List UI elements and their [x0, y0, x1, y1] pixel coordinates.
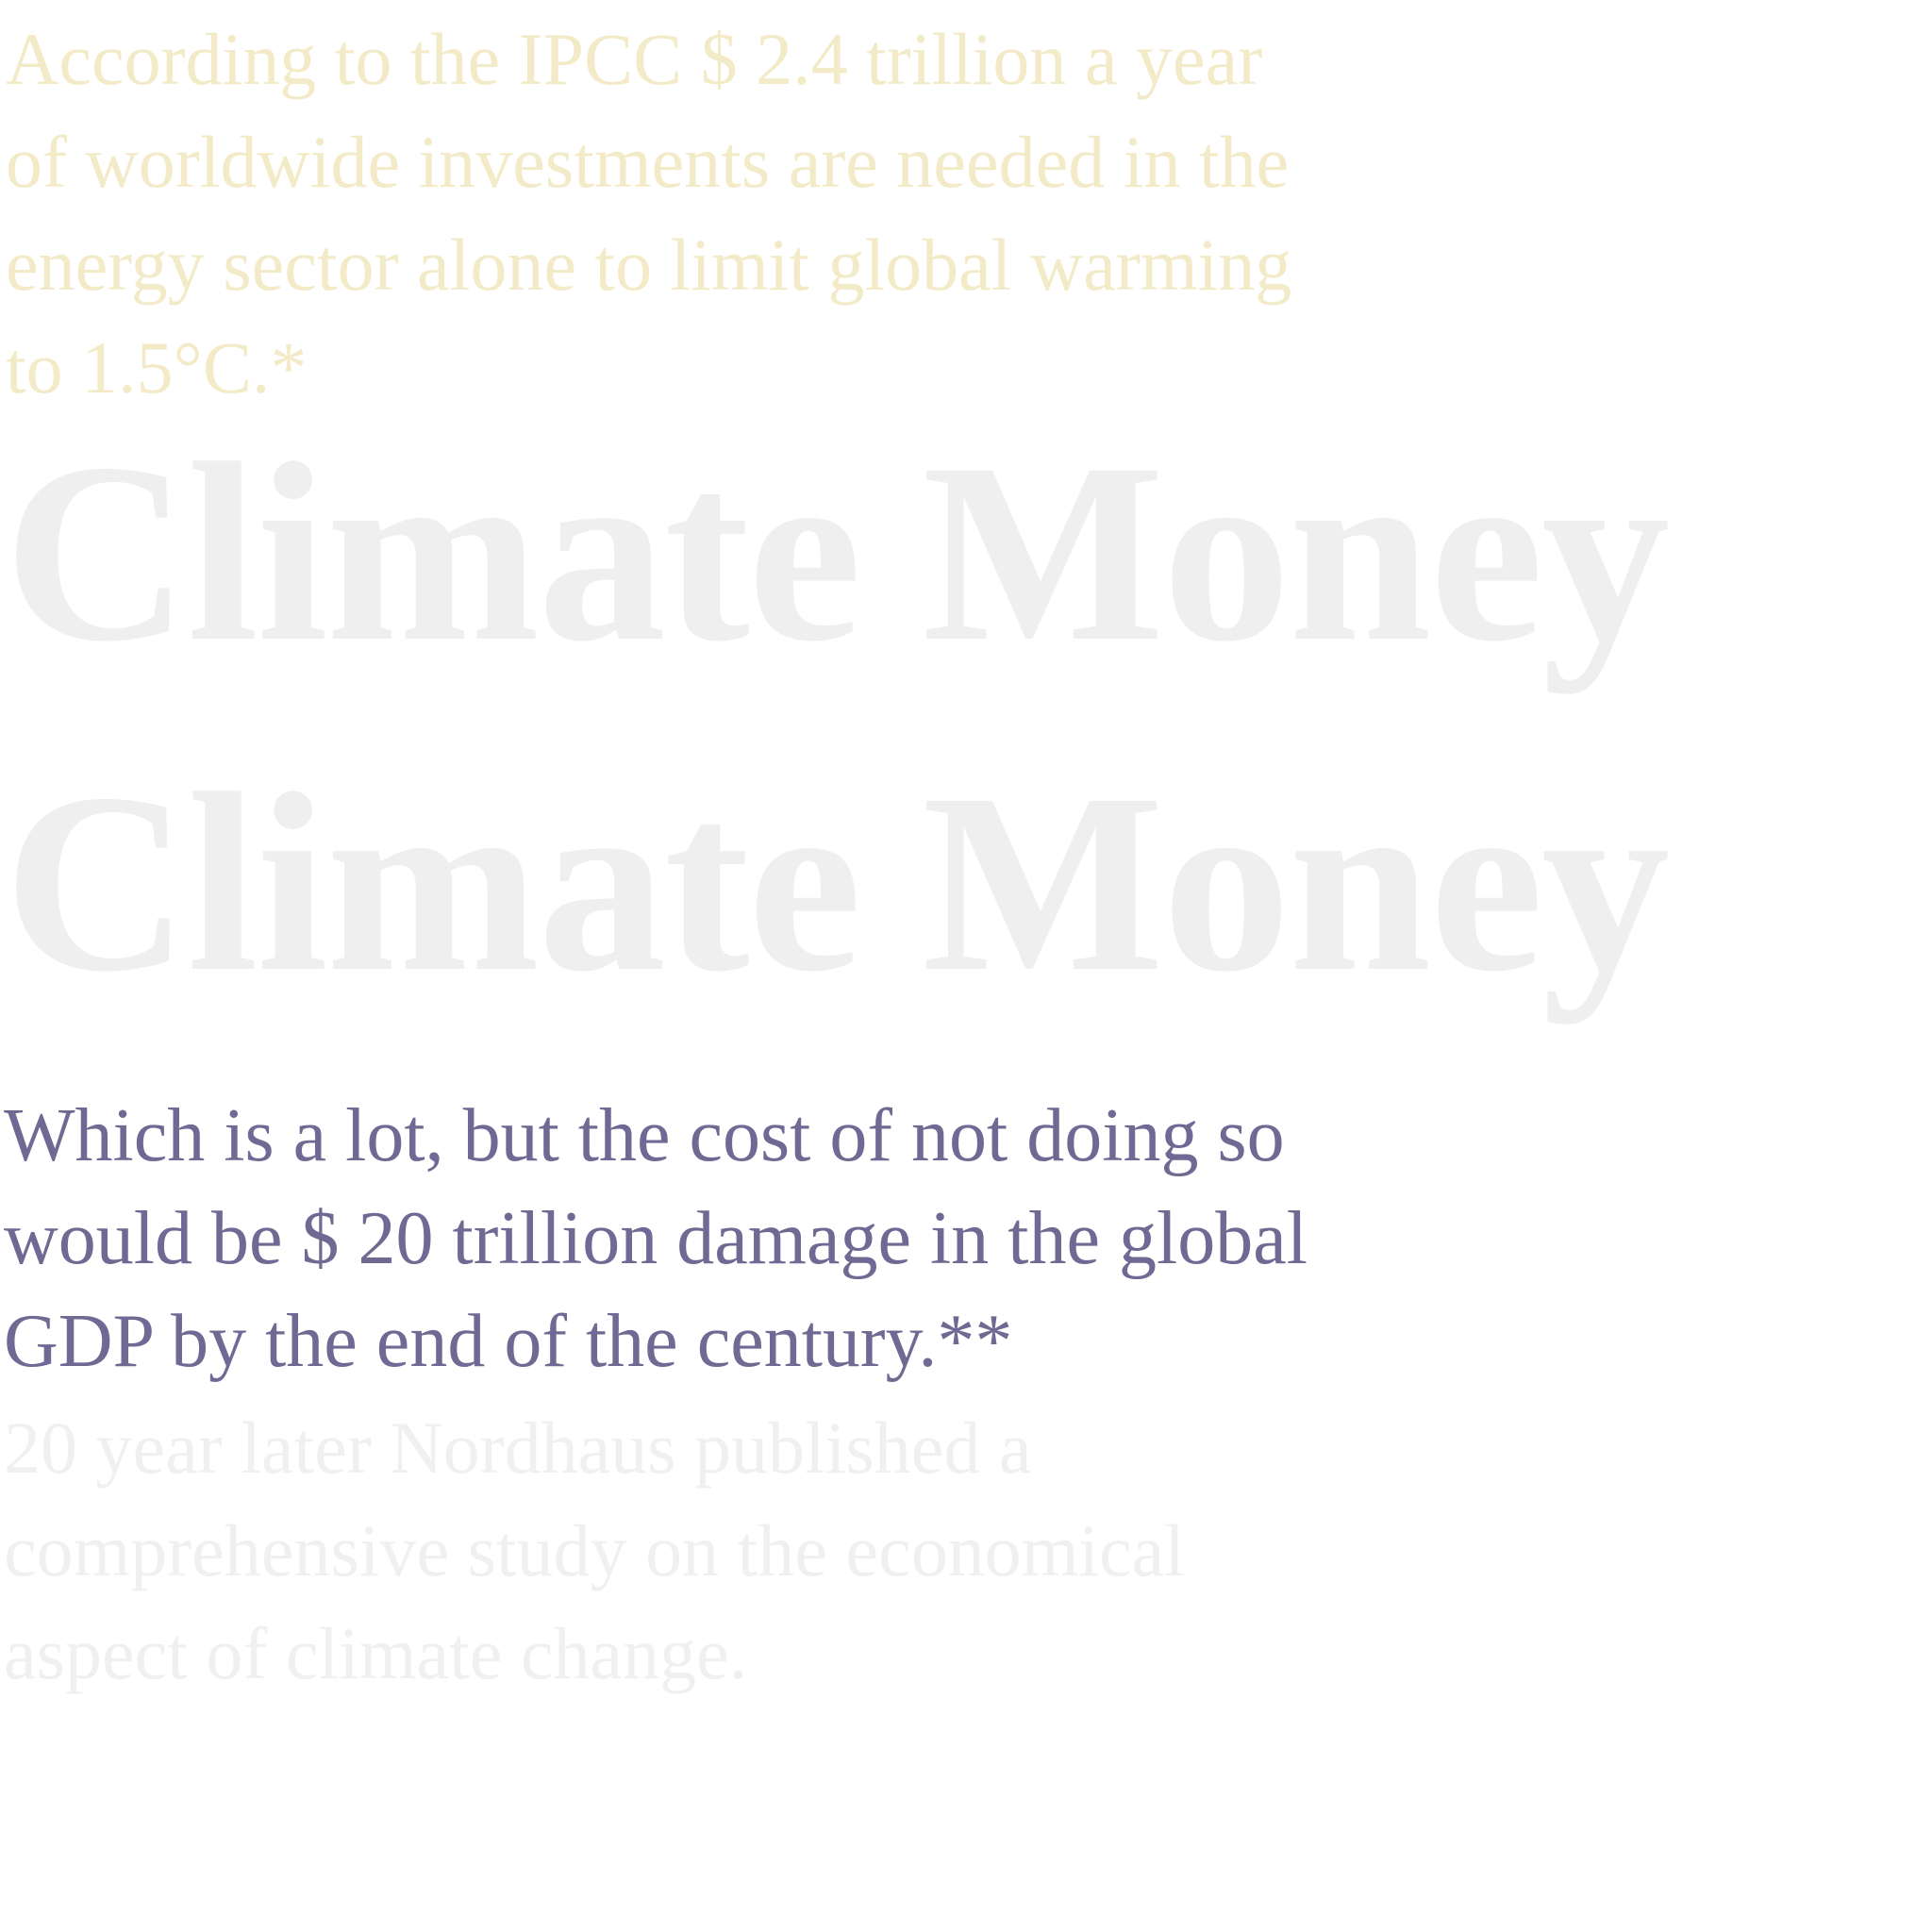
headline-climate-money-2: Climate Money	[4, 741, 1670, 1024]
outro-line: aspect of climate change.	[4, 1612, 748, 1694]
intro-line: of worldwide investments are needed in t…	[6, 121, 1290, 203]
emphasis-paragraph: Which is a lot, but the cost of not doin…	[4, 1085, 1532, 1393]
emphasis-line: would be $ 20 trillion damage in the glo…	[4, 1197, 1307, 1280]
intro-line: energy sector alone to limit global warm…	[6, 224, 1292, 306]
intro-line: According to the IPCC $ 2.4 trillion a y…	[6, 18, 1263, 100]
headline-climate-money-1: Climate Money	[4, 410, 1670, 694]
intro-paragraph: According to the IPCC $ 2.4 trillion a y…	[6, 8, 1534, 419]
emphasis-line: Which is a lot, but the cost of not doin…	[4, 1094, 1285, 1177]
intro-line: to 1.5°C.*	[6, 326, 308, 408]
outro-line: comprehensive study on the economical	[4, 1509, 1185, 1591]
outro-paragraph: 20 year later Nordhaus published a compr…	[4, 1396, 1532, 1705]
outro-line: 20 year later Nordhaus published a	[4, 1407, 1032, 1489]
emphasis-line: GDP by the end of the century.**	[4, 1300, 1013, 1383]
